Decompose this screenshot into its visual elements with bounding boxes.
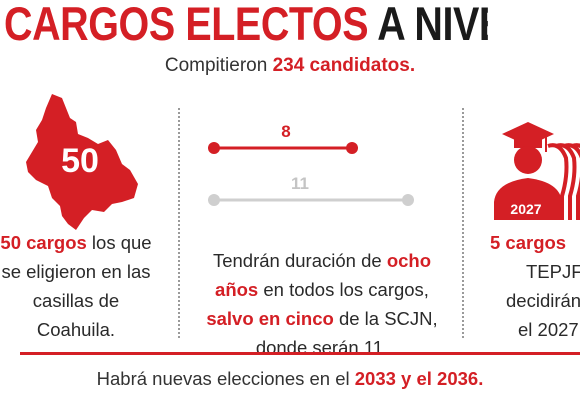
year-label: 2027 <box>510 201 541 217</box>
footer-note: Habrá nuevas elecciones en el 2033 y el … <box>0 366 580 392</box>
footer-text: Habrá nuevas elecciones en el <box>96 368 355 389</box>
page-title: CARGOS ELECTOS A NIVEL FEDERA <box>4 0 488 48</box>
col1-highlight: 50 cargos <box>0 232 87 253</box>
timeline-label-8: 8 <box>281 122 290 141</box>
subtitle-highlight: 234 candidatos. <box>272 55 416 76</box>
col1-text: 50 cargos los que se eligieron en las ca… <box>0 228 152 344</box>
col2-highlight-b: salvo en cinco <box>206 308 334 329</box>
title-part-red: CARGOS ELECTOS <box>4 0 369 48</box>
footer-highlight: 2033 y el 2036. <box>354 368 484 389</box>
timeline-dot-red-end <box>346 142 358 154</box>
coahuila-map-icon: 50 <box>26 94 138 230</box>
dotted-divider-1 <box>178 108 180 338</box>
col3-text: 5 cargos TEPJF s decidirán el 2027 <box>490 228 580 344</box>
coahuila-map-shape <box>26 94 138 230</box>
timeline-label-11: 11 <box>291 174 309 193</box>
col2-text-a: Tendrán duración de <box>212 250 387 271</box>
duration-timeline: 8 11 <box>208 122 414 206</box>
grad-cap-base <box>514 138 542 148</box>
col2-text: Tendrán duración de ocho años en todos l… <box>196 246 448 362</box>
col2-highlight-a: ocho años <box>215 250 432 300</box>
footer-divider <box>20 352 580 355</box>
subtitle-text: Compitieron <box>164 55 273 76</box>
title-part-dark: A NIVEL FEDERA <box>377 0 488 48</box>
col3-highlight: 5 cargos <box>490 232 567 253</box>
col2-text-b: en todos los cargos, <box>258 279 429 300</box>
col3-line2: TEPJF s <box>526 261 580 282</box>
timeline-dot-grey-start <box>208 194 220 206</box>
col3-line3: decidirán <box>506 290 580 311</box>
timeline-dot-red-start <box>208 142 220 154</box>
grad-head <box>514 146 542 174</box>
subtitle: Compitieron 234 candidatos. <box>0 54 580 78</box>
graduates-icon: 2027 <box>494 122 580 220</box>
col3-line4: el 2027 <box>518 319 579 340</box>
timeline-dot-grey-end <box>402 194 414 206</box>
map-number: 50 <box>61 142 99 180</box>
grad-body <box>494 178 562 220</box>
dotted-divider-2 <box>462 108 464 338</box>
col1-rest: los que se eligieron en las casillas de … <box>1 232 152 340</box>
